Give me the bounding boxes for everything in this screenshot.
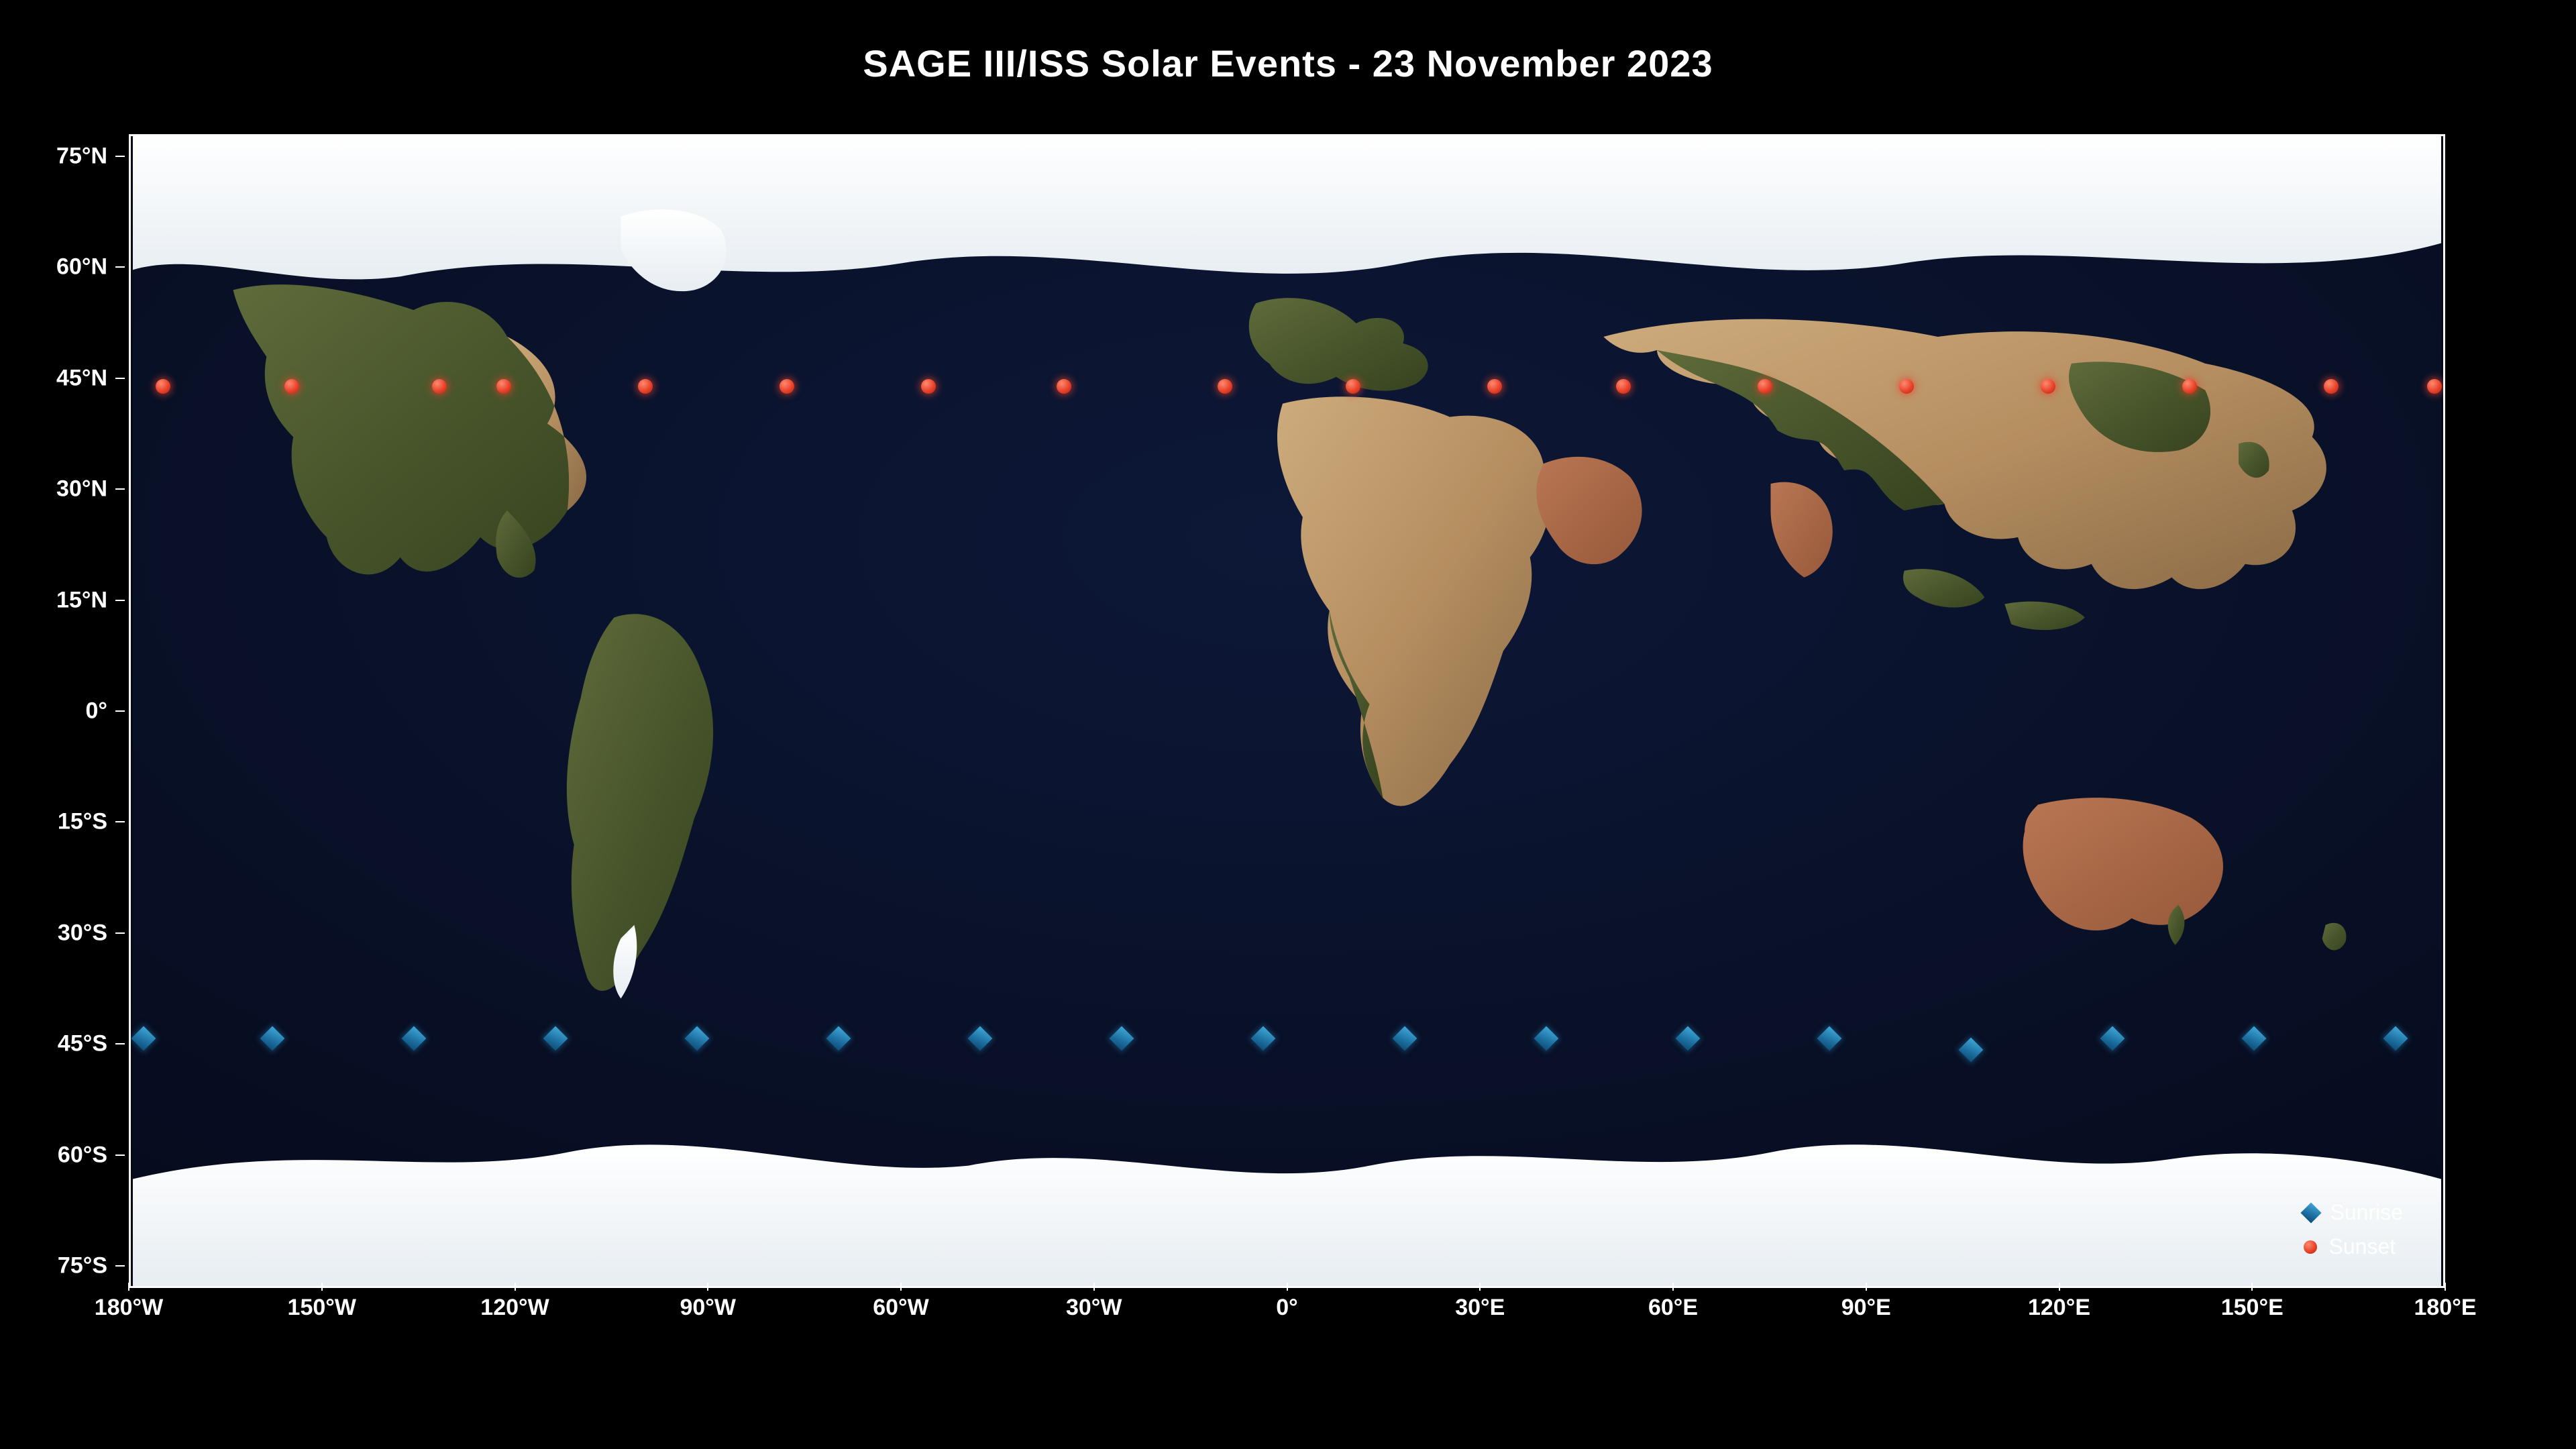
sunset-marker <box>2324 379 2339 394</box>
sunset-marker <box>2041 379 2055 394</box>
y-axis-tick-label: 60°S <box>58 1142 107 1168</box>
legend-item-sunrise: Sunrise <box>2304 1200 2404 1225</box>
y-axis-tick-label: 30°N <box>56 476 107 502</box>
y-axis-tick-label: 30°S <box>58 920 107 946</box>
x-axis-tick-mark <box>1093 1283 1095 1291</box>
y-axis-tick-mark <box>115 266 125 268</box>
x-axis-tick-label: 120°E <box>2028 1295 2090 1321</box>
sunset-marker <box>1616 379 1631 394</box>
x-axis-tick-label: 60°W <box>873 1295 929 1321</box>
y-axis-tick-label: 0° <box>85 698 107 724</box>
x-axis-tick-label: 180°W <box>95 1295 163 1321</box>
y-axis-tick-mark <box>115 378 125 379</box>
sunset-marker <box>921 379 936 394</box>
y-axis-tick-mark <box>115 1155 125 1156</box>
x-axis-tick-mark <box>900 1283 902 1291</box>
x-axis-labels: 180°W 150°W 120°W 90°W 60°W 30°W 0° 30°E 60°E 90°… <box>129 1291 2445 1351</box>
x-axis-tick-label: 30°W <box>1066 1295 1122 1321</box>
app-root: SAGE III/ISS Solar Events - 23 November … <box>0 0 2576 1449</box>
sunset-marker <box>284 379 299 394</box>
x-axis-tick-mark <box>1866 1283 1867 1291</box>
y-axis-tick-mark <box>115 156 125 157</box>
sunset-icon <box>2304 1240 2317 1254</box>
y-axis-tick-mark <box>115 488 125 490</box>
y-axis-tick-mark <box>115 710 125 712</box>
x-axis-tick-mark <box>2445 1283 2446 1291</box>
x-axis-tick-label: 150°E <box>2221 1295 2284 1321</box>
y-axis-tick-mark <box>115 821 125 822</box>
x-axis-tick-mark <box>1672 1283 1674 1291</box>
y-axis-tick-label: 75°N <box>56 144 107 170</box>
x-axis-tick-mark <box>1287 1283 1288 1291</box>
x-axis-tick-mark <box>515 1283 516 1291</box>
x-axis-tick-mark <box>707 1283 708 1291</box>
x-axis-tick-mark <box>321 1283 323 1291</box>
y-axis-tick-label: 45°N <box>56 365 107 391</box>
sunset-marker <box>1346 379 1360 394</box>
y-axis-tick-label: 45°S <box>58 1031 107 1057</box>
sunset-marker <box>1057 379 1071 394</box>
legend-item-sunset: Sunset <box>2304 1234 2404 1259</box>
x-axis-tick-mark <box>2251 1283 2253 1291</box>
y-axis-tick-label: 15°N <box>56 587 107 613</box>
x-axis-tick-label: 60°E <box>1648 1295 1698 1321</box>
x-axis-tick-label: 30°E <box>1455 1295 1505 1321</box>
y-axis-tick-mark <box>115 600 125 601</box>
x-axis-tick-mark <box>1479 1283 1481 1291</box>
world-map-image <box>131 136 2443 1286</box>
sunset-marker <box>1899 379 1914 394</box>
x-axis-tick-label: 120°W <box>480 1295 549 1321</box>
y-axis-tick-label: 60°N <box>56 254 107 280</box>
chart-title: SAGE III/ISS Solar Events - 23 November … <box>0 42 2576 85</box>
plot-area: Sunrise Sunset <box>129 134 2445 1288</box>
y-axis-tick-mark <box>115 1265 125 1267</box>
sunset-marker <box>496 379 511 394</box>
y-axis-tick-mark <box>115 1043 125 1044</box>
x-axis-tick-label: 90°E <box>1841 1295 1891 1321</box>
y-axis-tick-label: 75°S <box>58 1252 107 1279</box>
x-axis-tick-mark <box>2059 1283 2060 1291</box>
x-axis-tick-label: 150°W <box>288 1295 356 1321</box>
legend-label-sunrise: Sunrise <box>2330 1200 2404 1225</box>
sunset-marker <box>638 379 653 394</box>
y-axis-tick-label: 15°S <box>58 809 107 835</box>
sunrise-icon <box>2300 1202 2321 1223</box>
y-axis-labels: 75°N 60°N 45°N 30°N 15°N 0° 15°S 30°S 45°S 60°S 75… <box>0 134 125 1288</box>
y-axis-tick-mark <box>115 932 125 934</box>
sunset-marker <box>780 379 794 394</box>
sunset-marker <box>2182 379 2197 394</box>
x-axis-tick-label: 180°E <box>2414 1295 2476 1321</box>
x-axis-tick-label: 0° <box>1276 1295 1298 1321</box>
legend-label-sunset: Sunset <box>2329 1234 2396 1259</box>
sunset-marker <box>1218 379 1232 394</box>
sunset-marker <box>156 379 170 394</box>
sunset-marker <box>2427 379 2442 394</box>
sunset-marker <box>432 379 447 394</box>
x-axis-tick-mark <box>128 1283 129 1291</box>
sunset-marker <box>1758 379 1772 394</box>
legend: Sunrise Sunset <box>2304 1200 2404 1259</box>
x-axis-tick-label: 90°W <box>680 1295 736 1321</box>
sunset-marker <box>1487 379 1502 394</box>
